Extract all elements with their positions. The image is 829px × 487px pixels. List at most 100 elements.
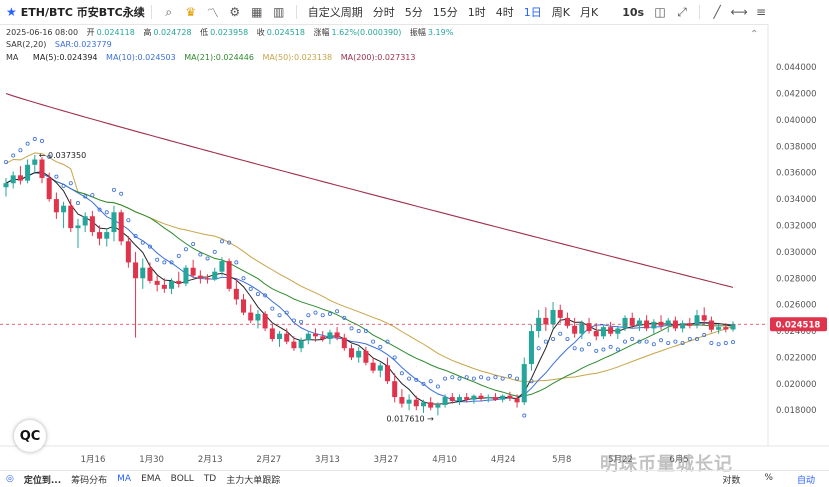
sar-dot [104,210,109,215]
gear-icon[interactable]: ⚙ [229,5,241,19]
sar-dot [378,344,383,349]
candle-body [579,323,585,334]
percent-scale-toggle[interactable]: % [764,473,773,483]
candle-body [536,317,542,332]
sar-dot [54,174,59,179]
candlestick-chart[interactable]: 0.044000 0.042000 0.040000 0.038000 0.036000… [0,24,829,470]
sar-dot [421,381,426,386]
candle-body [478,395,484,399]
sar-dot [572,346,577,351]
candle-body [687,323,693,326]
sar-dot [313,310,318,315]
sar-dot [198,252,203,257]
brand-logo: QC [14,420,46,452]
y-tick-label: 0.018000 [776,406,817,416]
candle-body [557,309,563,318]
x-tick-label: 4月10 [432,455,457,465]
candle-body [694,315,700,326]
sar-dot [176,253,181,258]
sar-dot [464,375,469,380]
timeframe-7[interactable]: 周K [551,6,570,19]
candle-body [75,225,81,229]
sar-dot [659,338,664,343]
candle-body [377,365,383,371]
candle-body [464,397,470,400]
sar-dot [11,153,16,158]
price-axis [768,24,829,446]
sar-dot [205,256,210,261]
favorite-star-icon[interactable]: ★ [6,5,17,19]
candle-body [133,262,139,279]
indicator-main-order[interactable]: 主力大单跟踪 [226,475,281,486]
sar-dot [133,234,138,239]
trendline-tool-icon[interactable]: ╱ [713,5,721,19]
candle-body [500,395,506,400]
timeframe-5[interactable]: 4时 [495,6,514,19]
candle-body [680,323,686,329]
indicator-ma[interactable]: MA [117,474,132,484]
sar-dot [543,339,548,344]
high-label: 高 [143,28,152,37]
locate-icon[interactable]: ◎ [6,474,14,484]
sar-dot [594,348,599,353]
candle-body [183,267,189,284]
candle-body [593,331,599,337]
symbol-selector[interactable]: ★ ETH/BTC 币安BTC永续 [0,4,145,20]
timeframe-6[interactable]: 1日 [523,6,542,19]
indicator-td[interactable]: TD [203,474,217,484]
sar-dot [371,339,376,344]
candle-body [622,317,628,329]
chart-type-icon[interactable]: 〽 [206,5,219,20]
sar-dot [579,347,584,352]
auto-scale-toggle[interactable]: 自动 [796,476,815,486]
candle-body [32,159,38,165]
timeframe-4[interactable]: 1时 [467,6,486,19]
high-annotation: ← 0.037350 [39,151,86,160]
timeframe-2[interactable]: 5分 [404,6,423,19]
sar-dot [428,379,433,384]
candle-body [46,177,52,200]
sar-dot [68,181,73,186]
locate-button[interactable]: 定位到... [23,475,62,486]
search-icon[interactable]: ⌕ [165,4,173,19]
crown-icon[interactable]: ♛ [185,5,197,19]
timeframe-1[interactable]: 分时 [372,6,395,19]
candle-body [89,216,95,233]
candle-body [111,212,117,233]
y-tick-label: 0.030000 [776,248,817,258]
camera-icon[interactable]: ◫ [654,5,666,19]
candle-body [169,280,175,289]
indicator-ema[interactable]: EMA [141,474,161,484]
sar-dot [162,260,167,265]
candle-body [298,340,304,349]
candle-body [341,337,347,349]
y-tick-label: 0.044000 [776,63,817,73]
timeframe-3[interactable]: 15分 [432,6,458,19]
sar-dot [39,139,44,144]
menu-icon[interactable]: ≡ [756,5,767,19]
layout-icon[interactable]: ▥ [273,5,285,19]
candle-body [61,205,67,213]
sar-dot [263,293,268,298]
log-scale-toggle[interactable]: 对数 [722,476,741,486]
timeframe-8[interactable]: 月K [579,6,599,19]
indicator-boll[interactable]: BOLL [170,474,194,484]
candle-body [291,341,297,349]
y-tick-label: 0.032000 [776,221,817,231]
grid-icon[interactable]: ▦ [251,5,263,19]
candle-date: 2025-06-16 08:00 [6,28,79,37]
sar-dot [443,376,448,381]
custom-period-button[interactable]: 自定义周期 [307,6,363,19]
indicator-chips[interactable]: 筹码分布 [71,475,108,486]
candle-body [104,232,110,239]
close-label: 收 [256,28,265,37]
horizontal-line-tool-icon[interactable]: ⟷ [730,5,748,19]
candle-body [600,327,606,337]
fullscreen-icon[interactable]: ⤢ [677,4,687,19]
y-tick-label: 0.020000 [776,380,817,390]
sar-dot [349,326,354,331]
candle-body [305,333,311,341]
refresh-interval[interactable]: 10s [622,5,645,19]
sar-dot [83,194,88,199]
low-value: 0.023958 [210,28,249,37]
